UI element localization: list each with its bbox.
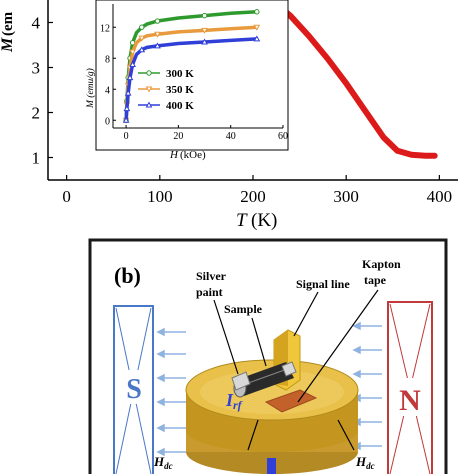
sample-holder [185,359,359,474]
circle-icon [146,70,152,76]
inset-series [122,9,261,124]
circle-icon [201,12,208,19]
main-series [268,0,438,159]
panel-b-label: (b) [114,263,141,288]
triangle-up-icon [123,105,131,112]
triangle-up-icon [138,46,146,53]
field-arrows-left [156,327,186,457]
triangle-down-icon [154,31,161,38]
inset-y-tick-label: 8 [105,54,110,65]
field-label-left: Hdc [153,454,173,471]
field-arrows-right [352,321,382,451]
legend-label: 300 K [166,68,194,80]
inset-x-tick-label: 20 [173,131,183,142]
inset-y-tick-label: 12 [100,23,110,34]
signal-line-label: Signal line [296,277,350,291]
silver-paint-label-1: Silver [196,269,227,283]
triangle-up-icon [126,74,134,81]
triangle-up-icon [122,116,130,123]
main-x-tick-label: 300 [333,187,359,206]
main-y-label-symbol: M [0,37,16,53]
main-x-tick-label: 200 [240,187,266,206]
magnet-s-label: S [126,374,142,405]
circle-icon [254,9,260,15]
main-x-ticks: 0 100 200 300 400 [62,175,452,206]
main-y-label-unit: (em [0,11,16,36]
main-y-tick-label: 2 [32,104,41,123]
triangle-up-icon [129,60,136,67]
magnet-n: N [387,301,433,474]
panel-b: (b) S N [88,238,448,474]
inset-x-tick-label: 40 [226,131,236,142]
main-y-tick-label: 1 [32,149,41,168]
main-x-tick-label: 400 [427,187,453,206]
kapton-tape-label-2: tape [364,273,387,287]
triangle-down-icon [138,35,146,42]
annotation-pointers [213,289,379,451]
inset-y-label: M (emu/g) [85,68,96,109]
triangle-down-icon [129,49,136,56]
main-x-label-unit: (K) [251,210,277,231]
triangle-down-icon [201,27,208,34]
field-label-right: Hdc [355,454,375,471]
inset-x-ticks: 0 20 40 60 [124,125,288,142]
silver-paint-label-2: paint [196,285,223,299]
main-x-label-symbol: T [236,210,248,231]
annotations: Silver paint Sample Signal line Kapton t… [196,257,401,316]
main-y-ticks: 1 2 3 4 [32,14,53,168]
inset-x-tick-label: 60 [278,131,288,142]
main-x-tick-label: 0 [62,187,71,206]
main-y-tick-label: 4 [32,14,41,33]
triangle-down-icon [253,24,261,31]
inset-chart: 0 4 8 12 0 20 40 60 M (emu/g) H (kOe) 300 K 350… [85,0,289,161]
sample-label: Sample [224,302,263,316]
magnet-n-label: N [399,384,421,417]
legend-label: 400 K [166,100,194,112]
circle-icon [139,24,145,30]
current-arrow [267,458,276,474]
current-label: Irf [225,390,243,412]
inset-y-tick-label: 4 [105,85,110,96]
inset-x-label-unit: (kOe) [180,149,206,161]
triangle-up-icon [154,42,161,49]
triangle-up-icon [253,35,261,42]
triangle-up-icon [145,101,153,108]
inset-y-tick-label: 0 [105,116,110,127]
inset-y-ticks: 0 4 8 12 [100,23,116,127]
legend-label: 350 K [166,84,194,96]
triangle-down-icon [145,86,153,93]
silver-paint [231,361,297,391]
circle-icon [154,18,161,24]
inset-x-tick-label: 0 [124,131,129,142]
main-y-tick-label: 3 [32,59,41,78]
main-series-line [268,0,438,159]
triangle-up-icon [201,38,208,45]
kapton-tape-label-1: Kapton [362,257,401,271]
triangle-up-icon [124,89,132,96]
kapton-tape [264,389,318,413]
magnet-s: S [113,305,154,474]
inset-legend: 300 K 350 K 400 K [138,68,194,112]
inset-x-label-symbol: H [169,149,179,161]
main-x-tick-label: 100 [147,187,173,206]
